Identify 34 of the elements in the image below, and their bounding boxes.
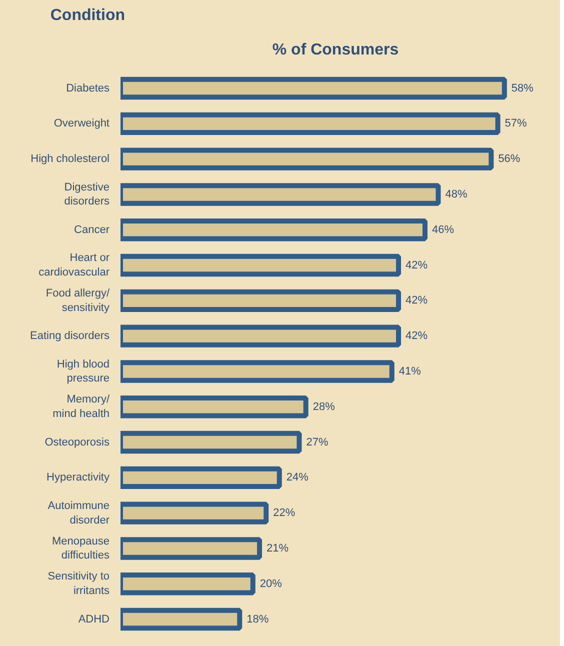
data-label: 46%	[432, 224, 454, 236]
data-label: 24%	[286, 472, 309, 484]
data-label: 28%	[312, 400, 336, 413]
data-label: 20%	[260, 578, 282, 590]
y-tick-label: High cholesterol	[30, 153, 110, 166]
data-label: 18%	[246, 613, 269, 626]
data-label: 48%	[445, 188, 468, 200]
y-tick-label: High blood pressure	[56, 358, 110, 385]
y-tick-label: Sensitivity to irritants	[48, 570, 110, 598]
y-axis-title: Condition	[50, 6, 125, 26]
y-tick-label: Osteoporosis	[44, 436, 110, 448]
data-label: 27%	[306, 436, 328, 448]
data-label: 42%	[406, 259, 428, 272]
data-label: 58%	[511, 82, 534, 94]
y-tick-label: Overweight	[54, 118, 110, 130]
data-label: 56%	[498, 153, 520, 166]
y-tick-label: Food allergy/ sensitivity	[46, 287, 110, 314]
data-label: 57%	[504, 118, 528, 130]
y-tick-label: Cancer	[74, 224, 110, 236]
data-label: 41%	[398, 365, 422, 378]
y-tick-label: Diabetes	[66, 82, 110, 94]
y-tick-label: Menopause difficulties	[52, 535, 110, 562]
data-label: 42%	[406, 294, 428, 307]
y-tick-label: Memory/ mind health	[52, 394, 110, 420]
y-tick-label: Digestive disorders	[64, 181, 110, 208]
data-label: 42%	[406, 330, 428, 342]
chart-title: % of Consumers	[272, 42, 399, 58]
y-tick-label: Heart or cardiovascular	[38, 252, 110, 278]
y-tick-label: Eating disorders	[30, 330, 110, 342]
data-label: 21%	[266, 542, 289, 554]
data-label: 22%	[273, 507, 296, 520]
y-tick-label: Autoimmune disorder	[48, 500, 110, 526]
y-tick-label: Hyperactivity	[46, 472, 110, 484]
y-tick-label: ADHD	[78, 613, 110, 626]
